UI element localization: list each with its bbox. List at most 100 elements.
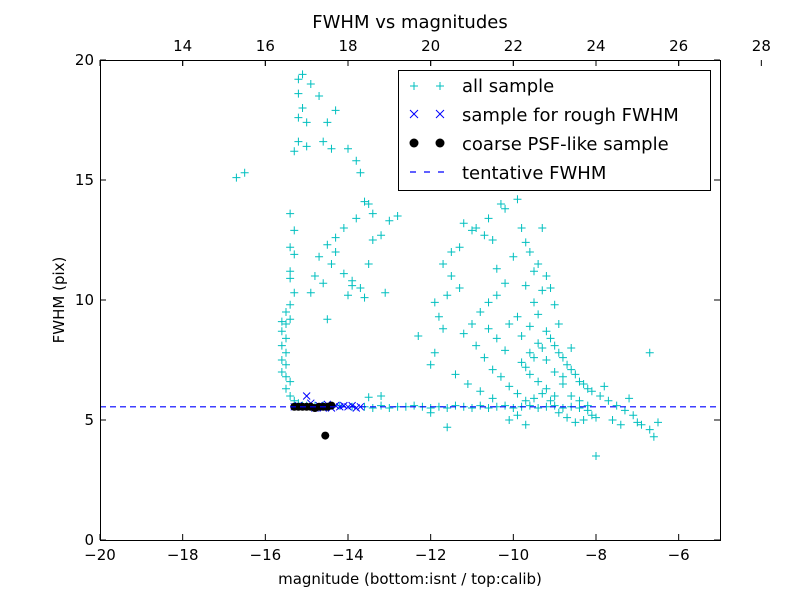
data-point: [356, 168, 365, 177]
data-point: [501, 401, 510, 410]
data-point: [302, 142, 311, 151]
data-point: [286, 377, 295, 386]
data-point: [459, 329, 468, 338]
data-point: [377, 401, 386, 410]
data-point: [546, 396, 555, 405]
data-point: [550, 368, 559, 376]
data-point: [654, 418, 662, 427]
data-point: [488, 365, 497, 374]
data-point: [277, 356, 286, 364]
data-point: [455, 243, 464, 252]
data-point: [596, 392, 605, 400]
y-axis-label: FWHM (pix): [50, 257, 68, 344]
data-point: [546, 334, 555, 343]
data-point: [393, 212, 402, 220]
data-point: [348, 281, 357, 290]
data-point: [447, 272, 456, 280]
data-point: [558, 372, 567, 381]
data-point: [282, 334, 290, 343]
x-tick-label: −10: [498, 546, 530, 564]
data-point: [521, 396, 530, 405]
data-point: [306, 288, 315, 297]
data-point: [575, 404, 584, 412]
x-tick-label: −8: [585, 546, 607, 564]
data-point: [331, 106, 340, 115]
data-point: [443, 291, 452, 300]
data-point: [509, 252, 518, 261]
data-point: [484, 324, 493, 333]
data-point: [542, 327, 551, 336]
data-point: [459, 219, 468, 228]
data-point: [633, 418, 642, 427]
data-point: [327, 401, 336, 410]
top-tick-label: 20: [421, 37, 440, 55]
data-point: [525, 401, 534, 410]
data-point: [327, 144, 336, 153]
legend-label-tentative: tentative FWHM: [462, 163, 606, 184]
data-point: [364, 260, 373, 268]
data-point: [290, 250, 299, 259]
data-point: [339, 269, 348, 278]
data-point: [443, 404, 452, 412]
data-point: [525, 370, 534, 379]
data-point: [575, 396, 584, 405]
data-point: [496, 200, 505, 208]
data-point: [530, 353, 538, 362]
data-point: [645, 348, 654, 357]
data-point: [302, 118, 311, 127]
data-point: [294, 89, 303, 98]
data-point: [277, 327, 286, 336]
top-tick-label: 24: [586, 37, 605, 55]
data-point: [335, 401, 344, 410]
data-point: [530, 394, 538, 403]
data-point: [542, 356, 551, 364]
data-point: [344, 291, 352, 300]
data-point: [542, 384, 551, 393]
data-point: [319, 137, 328, 146]
data-point: [463, 380, 472, 388]
data-point: [426, 408, 435, 417]
data-point: [525, 322, 534, 331]
data-point: [282, 348, 290, 357]
x-axis-label: magnitude (bottom:isnt / top:calib): [278, 570, 542, 588]
axes-layer: −20 −18 −16 −14 −12 −10 −8 −6 0 5 10 15 20 14 16 18 20 22…: [75, 37, 771, 564]
legend-marker-rough-fwhm: [409, 109, 445, 119]
data-point: [360, 197, 369, 206]
data-point: [426, 360, 435, 369]
data-point: [282, 360, 290, 369]
data-point: [521, 281, 530, 290]
data-point: [368, 209, 377, 218]
data-point: [534, 260, 543, 268]
data-point: [612, 401, 621, 410]
data-point: [488, 394, 497, 403]
series-2: [290, 401, 336, 440]
top-tick-label: 16: [256, 37, 275, 55]
data-point: [567, 344, 576, 352]
data-point: [323, 240, 332, 249]
y-tick-label: 15: [75, 171, 94, 189]
data-point: [451, 370, 460, 379]
data-point: [385, 404, 394, 412]
data-point: [472, 224, 481, 232]
data-point: [472, 341, 481, 350]
data-point: [356, 284, 365, 292]
data-point: [282, 308, 290, 316]
data-point: [505, 416, 514, 424]
data-point: [306, 80, 315, 88]
data-point: [592, 452, 600, 460]
data-point: [286, 267, 295, 276]
data-point: [360, 293, 369, 302]
data-point: [587, 411, 596, 420]
data-point: [232, 173, 241, 182]
chart-title: FWHM vs magnitudes: [312, 12, 507, 33]
data-point: [645, 425, 654, 434]
data-point: [534, 310, 543, 319]
data-point: [592, 413, 600, 422]
data-point: [323, 315, 332, 324]
data-point: [364, 200, 373, 208]
data-point: [513, 411, 522, 420]
data-point: [534, 377, 543, 386]
data-point: [352, 156, 361, 165]
data-point: [563, 413, 572, 422]
x-tick-label: −12: [415, 546, 447, 564]
